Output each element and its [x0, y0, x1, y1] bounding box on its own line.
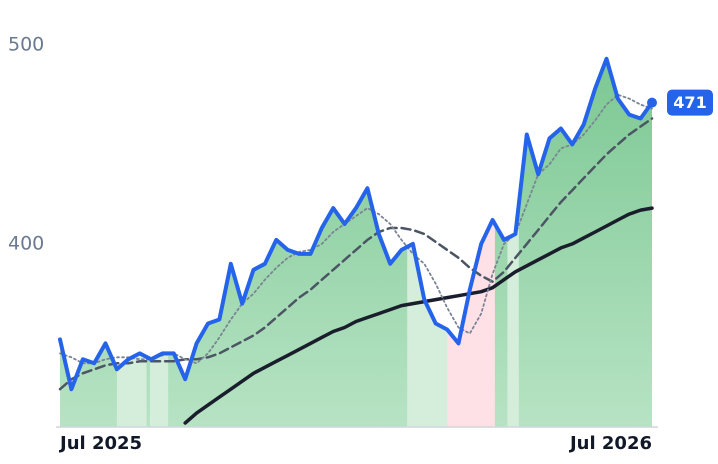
last-pill: [667, 89, 713, 116]
price-area: [60, 58, 652, 427]
series-line: [58, 117, 654, 391]
y-tick-label: 500: [8, 33, 44, 55]
band: [507, 58, 519, 427]
last-dot: [647, 97, 657, 108]
y-tick-label: 400: [8, 232, 44, 254]
last-value-label: 471: [673, 93, 706, 112]
series-line: [183, 206, 654, 425]
x-tick-label: Jul 2026: [568, 433, 652, 454]
series-line: [58, 56, 654, 392]
x-tick-label: Jul 2025: [58, 433, 142, 454]
band: [149, 58, 169, 427]
band: [407, 58, 448, 427]
